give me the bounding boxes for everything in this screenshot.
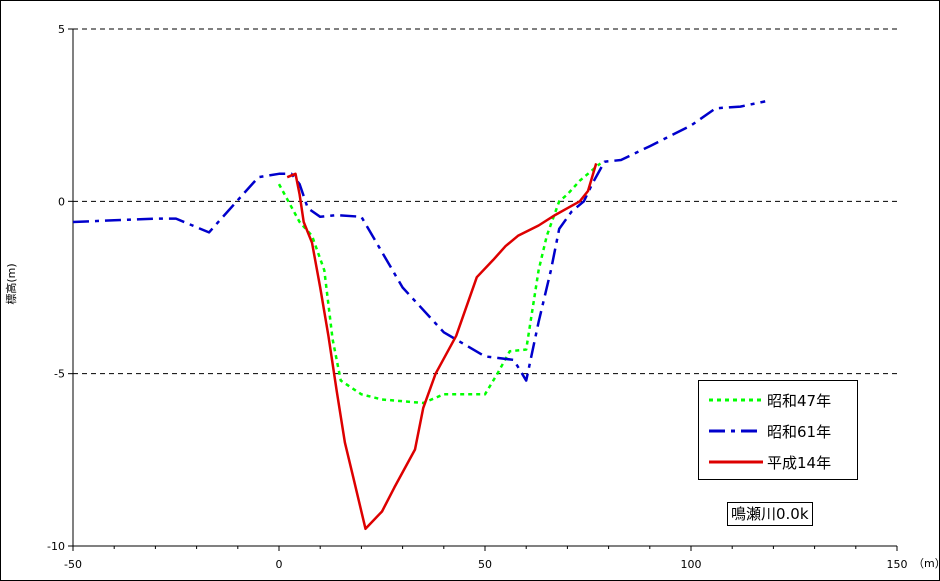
legend-item-s47: 昭和47年 (699, 385, 857, 415)
tick-layer: 50-5-10-50 0 50 100 150 (47, 23, 907, 571)
x-axis-unit-label: （m） (913, 557, 940, 570)
x-tick-label: -50 (64, 558, 82, 571)
y-tick-label: 0 (58, 195, 65, 208)
river-station-annotation: 鳴瀬川0.0k (727, 502, 813, 526)
legend-label-h14: 平成14年 (767, 454, 832, 472)
legend-label-s47: 昭和47年 (767, 392, 832, 410)
legend-swatch-h14 (709, 460, 763, 464)
x-tick-label: 100 (681, 558, 702, 571)
legend-swatch-s61 (709, 429, 763, 433)
legend-item-h14: 平成14年 (699, 447, 857, 477)
legend-item-s61: 昭和61年 (699, 416, 857, 446)
series-line-2 (286, 163, 598, 531)
x-tick-label: 150 (887, 558, 908, 571)
legend-swatch-s47 (709, 398, 763, 402)
legend: 昭和47年 昭和61年 平成14年 (698, 380, 858, 480)
y-tick-label: 5 (58, 23, 65, 36)
x-tick-label: 0 (276, 558, 283, 571)
x-tick-label: 50 (478, 558, 492, 571)
series-layer (72, 100, 766, 531)
series-line-0 (277, 162, 602, 405)
grid-layer (73, 28, 897, 375)
y-axis-label: 標高(m) (5, 263, 18, 305)
y-tick-label: -10 (47, 540, 65, 553)
y-tick-label: -5 (54, 368, 65, 381)
legend-label-s61: 昭和61年 (767, 423, 832, 441)
series-line-1 (72, 100, 766, 382)
